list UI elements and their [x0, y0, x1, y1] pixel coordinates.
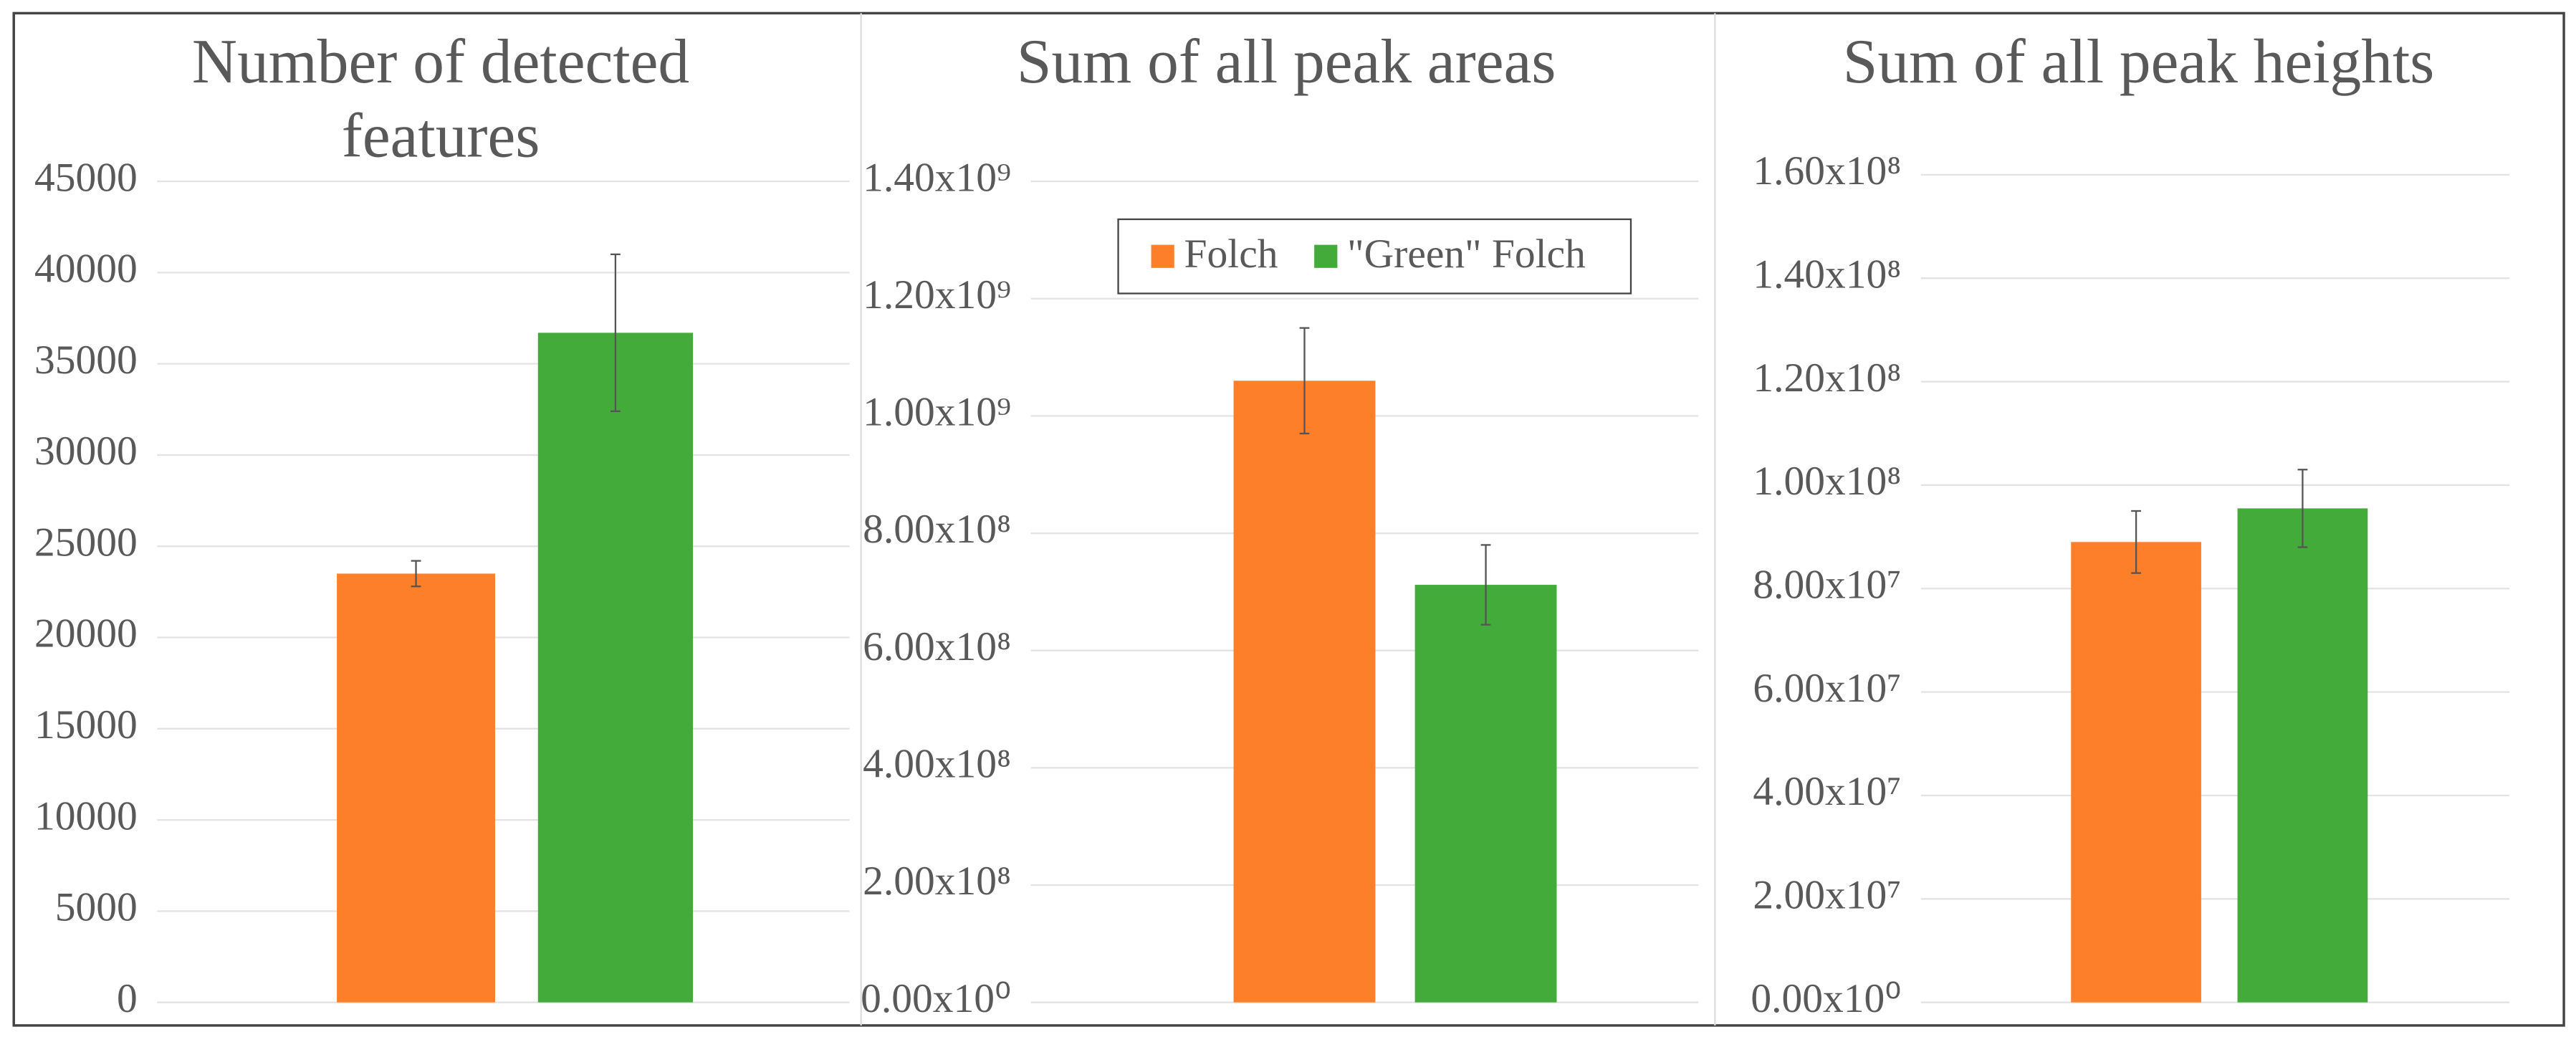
chart-title: Number of detected features [191, 28, 690, 172]
y-tick-label: 1.40x10⁹ [863, 155, 1011, 200]
chart-title: Sum of all peak areas [1016, 28, 1556, 97]
y-tick-label: 4.00x10⁸ [863, 742, 1011, 787]
y-tick-label: 15000 [34, 702, 138, 747]
legend-label: Folch [1184, 231, 1278, 277]
y-tick-label: 4.00x10⁷ [1753, 769, 1901, 814]
y-tick-label: 5000 [55, 885, 138, 930]
chart-title-box: Sum of all peak heights [1842, 28, 2435, 97]
y-tick-label: 0.00x10⁰ [1751, 976, 1901, 1021]
y-tick-label: 6.00x10⁸ [863, 624, 1011, 669]
y-tick-label: 1.40x10⁸ [1753, 252, 1901, 297]
error-bar [611, 253, 621, 412]
chart-title: Sum of all peak heights [1842, 28, 2435, 97]
legend-swatch [1314, 244, 1338, 268]
y-tick-label: 1.20x10⁹ [863, 272, 1011, 317]
error-bar [1299, 327, 1310, 435]
y-tick-label: 8.00x10⁸ [863, 507, 1011, 552]
y-tick-label: 2.00x10⁸ [863, 859, 1011, 904]
error-bar [2131, 510, 2141, 574]
y-tick-label: 10000 [34, 793, 138, 838]
error-bar [1480, 544, 1491, 626]
y-tick-label: 35000 [34, 338, 138, 383]
y-tick-label: 1.60x10⁸ [1753, 148, 1901, 193]
bar [537, 333, 694, 1003]
error-bar [2297, 469, 2308, 548]
error-bar [411, 560, 421, 588]
y-tick-label: 1.00x10⁸ [1753, 459, 1901, 504]
y-tick-label: 8.00x10⁷ [1753, 562, 1901, 607]
chart-title-box: Sum of all peak areas [1016, 28, 1556, 97]
legend-swatch [1151, 244, 1174, 268]
y-tick-label: 0.00x10⁰ [861, 976, 1011, 1021]
y-tick-label: 1.20x10⁸ [1753, 355, 1901, 401]
legend-box [1117, 218, 1632, 295]
y-tick-label: 25000 [34, 520, 138, 565]
y-tick-label: 20000 [34, 611, 138, 656]
y-tick-label: 2.00x10⁷ [1753, 873, 1901, 918]
bar [337, 573, 495, 1003]
legend-label: "Green" Folch [1347, 231, 1586, 277]
y-tick-label: 45000 [34, 155, 138, 200]
y-tick-label: 1.00x10⁹ [863, 390, 1011, 435]
bar [1414, 585, 1557, 1003]
chart-title-box: Number of detected features [191, 28, 690, 172]
y-tick-label: 0 [117, 976, 138, 1021]
y-tick-label: 30000 [34, 429, 138, 474]
y-tick-label: 6.00x10⁷ [1753, 666, 1901, 711]
bar [2071, 542, 2201, 1003]
y-tick-label: 40000 [34, 247, 138, 292]
bar [1233, 381, 1376, 1003]
bar [2237, 508, 2368, 1003]
